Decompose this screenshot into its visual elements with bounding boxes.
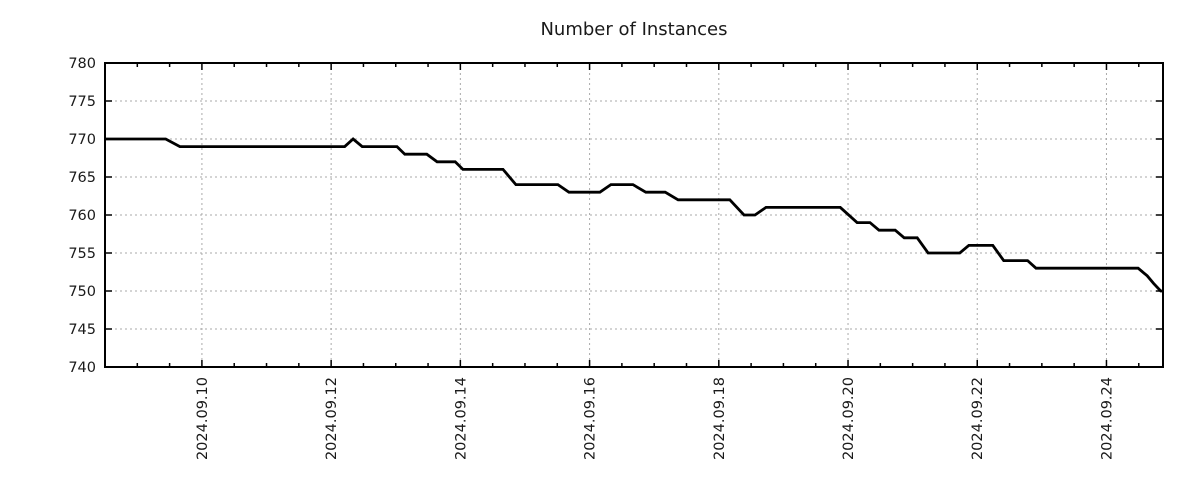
- y-tick-label: 765: [68, 170, 96, 186]
- plot-border: [104, 62, 1164, 368]
- y-tick-label: 755: [68, 246, 96, 262]
- x-tick-label: 2024.09.24: [1099, 377, 1115, 460]
- x-tick-label: 2024.09.14: [453, 377, 469, 460]
- y-tick-label: 775: [68, 94, 96, 110]
- x-tick-label: 2024.09.22: [970, 377, 986, 460]
- y-tick-label: 780: [68, 56, 96, 72]
- x-tick-label: 2024.09.10: [195, 377, 211, 460]
- y-tick-label: 770: [68, 132, 96, 148]
- y-tick-label: 760: [68, 208, 96, 224]
- x-tick-label: 2024.09.20: [841, 377, 857, 460]
- y-tick-label: 750: [68, 284, 96, 300]
- x-tick-label: 2024.09.16: [583, 377, 599, 460]
- y-tick-label: 740: [68, 360, 96, 376]
- y-tick-label: 745: [68, 322, 96, 338]
- x-tick-label: 2024.09.18: [712, 377, 728, 460]
- x-tick-label: 2024.09.12: [324, 377, 340, 460]
- chart-title: Number of Instances: [540, 19, 728, 40]
- series-line-instances: [105, 137, 1163, 293]
